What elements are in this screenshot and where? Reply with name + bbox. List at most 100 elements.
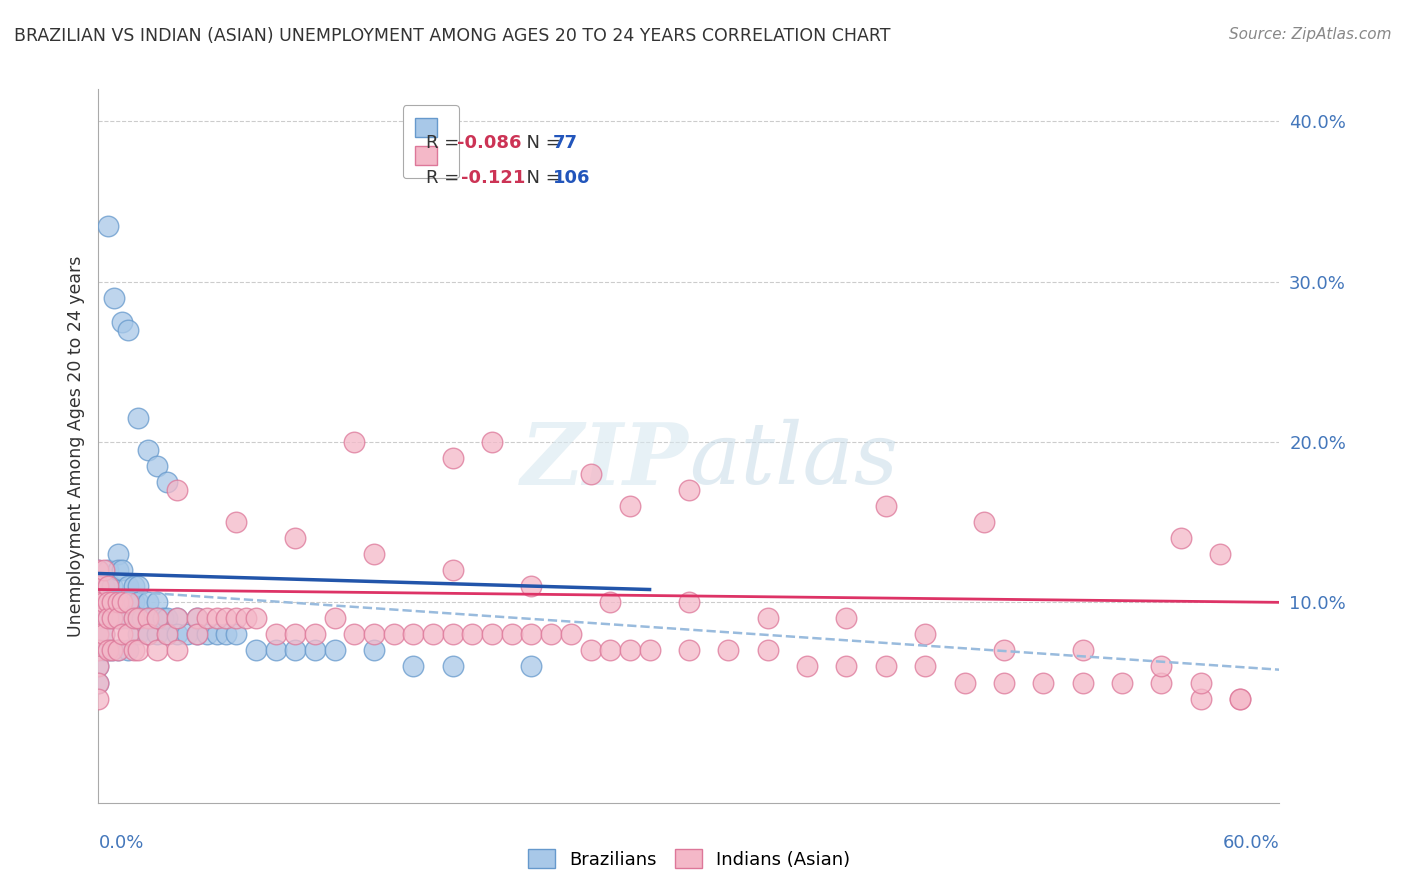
Point [93, 643, 115, 657]
Point [215, 611, 238, 625]
Point [225, 515, 247, 529]
Point [343, 627, 366, 641]
Point [146, 611, 169, 625]
Point [579, 467, 602, 481]
Point [284, 643, 307, 657]
Point [186, 611, 208, 625]
Point [1150, 659, 1173, 673]
Point [122, 579, 145, 593]
Point [993, 675, 1015, 690]
Text: -0.121: -0.121 [461, 169, 526, 187]
Point [146, 458, 169, 473]
Point [127, 611, 149, 625]
Point [87, 627, 110, 641]
Point [87, 675, 110, 690]
Point [122, 611, 145, 625]
Point [993, 643, 1015, 657]
Point [111, 595, 134, 609]
Point [146, 611, 169, 625]
Point [101, 595, 124, 609]
Point [481, 627, 503, 641]
Point [97, 595, 120, 609]
Point [1071, 675, 1094, 690]
Point [122, 595, 145, 609]
Point [176, 627, 198, 641]
Point [304, 627, 326, 641]
Point [136, 442, 159, 457]
Point [875, 659, 897, 673]
Point [111, 595, 134, 609]
Point [107, 611, 129, 625]
Point [97, 611, 120, 625]
Point [107, 595, 129, 609]
Point [717, 643, 740, 657]
Point [343, 435, 366, 450]
Point [117, 643, 139, 657]
Point [1111, 675, 1133, 690]
Point [441, 659, 464, 673]
Point [481, 435, 503, 450]
Point [501, 627, 523, 641]
Point [441, 627, 464, 641]
Point [382, 627, 405, 641]
Point [235, 611, 257, 625]
Text: 106: 106 [553, 169, 591, 187]
Point [756, 643, 779, 657]
Point [146, 627, 169, 641]
Point [195, 611, 218, 625]
Point [131, 611, 153, 625]
Text: N =: N = [516, 135, 567, 153]
Legend: Brazilians, Indians (Asian): Brazilians, Indians (Asian) [517, 838, 860, 880]
Point [166, 483, 188, 497]
Point [1170, 531, 1192, 545]
Point [323, 611, 346, 625]
Point [117, 611, 139, 625]
Point [323, 643, 346, 657]
Point [245, 643, 267, 657]
Text: 0.0%: 0.0% [98, 834, 143, 852]
Text: -0.086: -0.086 [457, 135, 522, 153]
Point [122, 643, 145, 657]
Point [111, 315, 134, 329]
Point [1150, 675, 1173, 690]
Text: atlas: atlas [689, 419, 898, 501]
Text: BRAZILIAN VS INDIAN (ASIAN) UNEMPLOYMENT AMONG AGES 20 TO 24 YEARS CORRELATION C: BRAZILIAN VS INDIAN (ASIAN) UNEMPLOYMENT… [14, 27, 890, 45]
Point [678, 595, 700, 609]
Point [107, 643, 129, 657]
Point [103, 291, 125, 305]
Point [284, 531, 307, 545]
Point [127, 643, 149, 657]
Point [146, 643, 169, 657]
Point [87, 643, 110, 657]
Point [87, 611, 110, 625]
Point [101, 643, 124, 657]
Point [136, 595, 159, 609]
Point [166, 611, 188, 625]
Point [914, 627, 936, 641]
Point [166, 611, 188, 625]
Point [87, 659, 110, 673]
Point [97, 643, 120, 657]
Point [97, 611, 120, 625]
Point [264, 643, 287, 657]
Point [93, 563, 115, 577]
Point [127, 627, 149, 641]
Point [87, 675, 110, 690]
Point [599, 595, 621, 609]
Point [101, 611, 124, 625]
Point [156, 627, 179, 641]
Point [756, 611, 779, 625]
Point [953, 675, 976, 690]
Point [93, 627, 115, 641]
Point [973, 515, 995, 529]
Point [101, 595, 124, 609]
Point [835, 611, 858, 625]
Point [1229, 691, 1251, 706]
Point [560, 627, 582, 641]
Point [146, 595, 169, 609]
Point [117, 579, 139, 593]
Point [127, 579, 149, 593]
Point [87, 659, 110, 673]
Point [136, 611, 159, 625]
Point [97, 219, 120, 233]
